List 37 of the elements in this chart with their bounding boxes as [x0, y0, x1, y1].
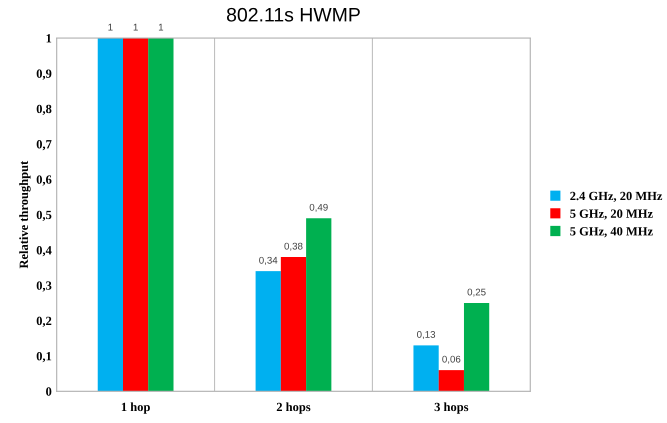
x-tick-label: 2 hops — [276, 402, 310, 414]
y-tick-label: 1 — [46, 34, 52, 42]
y-tick-label: 0,6 — [36, 175, 52, 186]
y-tick-label: 0,3 — [36, 281, 52, 292]
y-tick-label: 0,5 — [36, 210, 52, 221]
data-label: 1 — [108, 24, 113, 30]
y-tick-label: 0,8 — [36, 104, 52, 115]
bar — [98, 38, 123, 392]
bar — [256, 271, 281, 392]
data-label: 0,13 — [417, 330, 436, 340]
data-label: 0,34 — [259, 256, 278, 265]
chart-title: 802.11s HWMP — [226, 8, 360, 22]
data-label: 0,38 — [284, 242, 303, 251]
data-label: 1 — [134, 24, 138, 30]
legend-label: 5 GHz, 20 MHz — [570, 209, 653, 220]
y-tick-label: 0,1 — [36, 352, 52, 362]
y-tick-label: 0,9 — [36, 69, 52, 80]
legend-label: 2.4 GHz, 20 MHz — [570, 192, 662, 202]
x-tick-label: 1 hop — [122, 402, 150, 414]
bar — [438, 370, 464, 392]
legend-label: 5 GHz, 40 MHz — [570, 227, 653, 238]
data-label: 0,49 — [310, 204, 328, 212]
bar — [122, 38, 148, 392]
data-label: 0,06 — [442, 356, 460, 364]
bar — [280, 257, 306, 392]
data-label: 0,25 — [468, 288, 486, 297]
data-label: 1 — [158, 24, 164, 30]
y-axis-title: Relative throughput — [19, 160, 31, 268]
y-tick-label: 0,4 — [36, 246, 52, 256]
y-tick-label: 0,7 — [36, 140, 52, 150]
bar — [148, 38, 174, 392]
bar — [464, 302, 490, 392]
bar — [306, 218, 332, 392]
x-tick-label: 3 hops — [434, 402, 468, 414]
y-tick-label: 0,2 — [36, 316, 52, 327]
bar — [413, 345, 439, 392]
y-tick-label: 0 — [46, 387, 52, 396]
